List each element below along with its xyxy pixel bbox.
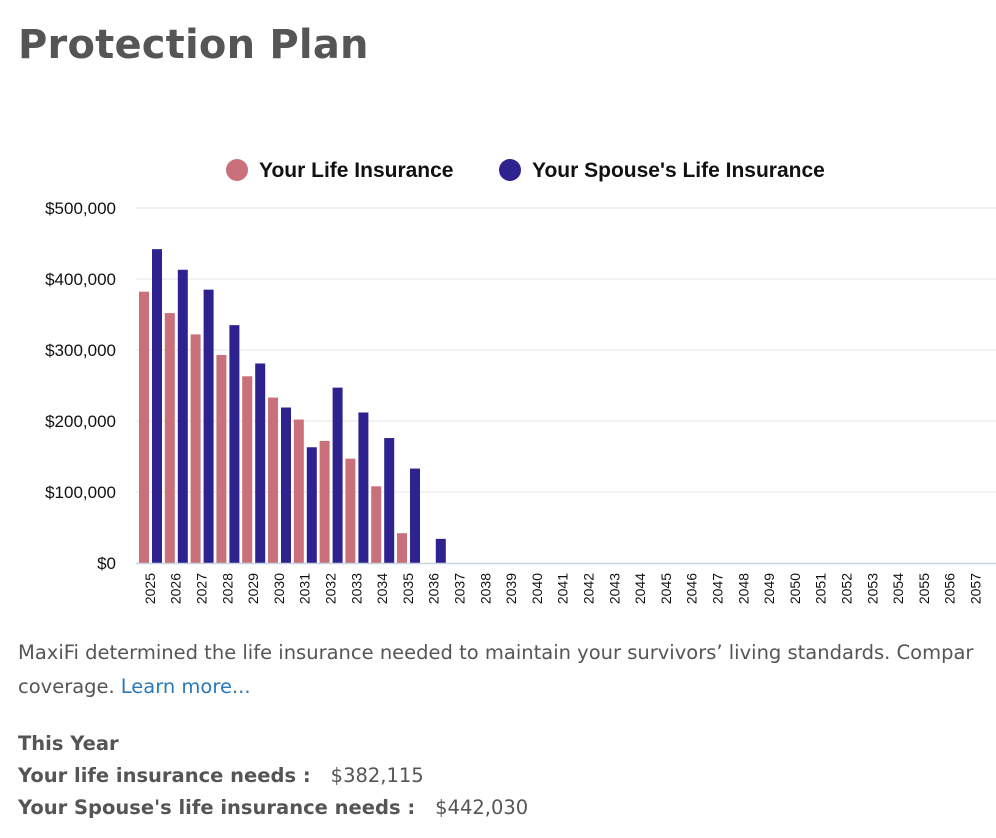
x-tick-label: 2056 [942, 573, 958, 604]
x-tick-label: 2028 [219, 573, 235, 604]
bar-spouse-2031 [306, 447, 317, 563]
learn-more-link[interactable]: Learn more... [120, 675, 251, 698]
bar-you-2029 [242, 376, 253, 563]
y-tick-label: $200,000 [45, 412, 116, 431]
description-line-2: coverage. [18, 675, 115, 698]
bar-spouse-2029 [255, 363, 266, 563]
chart-canvas: $0 $100,000 $200,000 $300,000 $400,000 $500,0… [45, 159, 996, 604]
bar-spouse-2036 [435, 538, 446, 563]
spouse-needs-value: $442,030 [435, 796, 529, 819]
bar-spouse-2026 [177, 269, 188, 563]
legend-marker [226, 159, 248, 181]
bar-you-2035 [397, 533, 407, 563]
y-tick-label: $500,000 [45, 199, 116, 218]
bar-you-2033 [345, 458, 356, 563]
bar-you-2034 [371, 486, 382, 563]
life-insurance-chart: $0 $100,000 $200,000 $300,000 $400,000 $500,0… [0, 140, 996, 620]
bar-you-2025 [139, 291, 149, 563]
x-tick-label: 2027 [194, 573, 210, 604]
x-tick-label: 2049 [761, 573, 777, 604]
bar-you-2031 [293, 419, 304, 563]
x-tick-label: 2037 [452, 573, 468, 604]
x-tick-label: 2030 [271, 573, 287, 604]
x-tick-label: 2034 [374, 573, 390, 604]
x-tick-label: 2052 [839, 573, 855, 604]
this-year-summary: This Year Your life insurance needs : $38… [18, 728, 528, 824]
your-needs-label: Your life insurance needs : [18, 764, 311, 787]
x-tick-label: 2031 [297, 573, 313, 604]
x-tick-label: 2032 [323, 573, 339, 604]
x-tick-label: 2055 [916, 573, 932, 604]
bar-you-2026 [164, 313, 175, 563]
x-tick-label: 2053 [864, 573, 880, 604]
y-tick-label: $0 [97, 554, 116, 573]
x-tick-label: 2041 [555, 573, 571, 604]
description-line-1: MaxiFi determined the life insurance nee… [18, 641, 974, 664]
bar-spouse-2027 [203, 289, 214, 563]
bar-you-2030 [268, 397, 278, 563]
x-tick-label: 2040 [529, 573, 545, 604]
bar-spouse-2030 [281, 407, 291, 563]
y-tick-label: $300,000 [45, 341, 116, 360]
x-tick-label: 2046 [684, 573, 700, 604]
x-tick-label: 2035 [400, 573, 416, 604]
x-tick-label: 2038 [477, 573, 493, 604]
legend-label: Your Life Insurance [259, 159, 454, 182]
x-tick-label: 2054 [890, 573, 906, 604]
your-needs-value: $382,115 [330, 764, 424, 787]
bar-you-2028 [216, 354, 227, 563]
y-tick-label: $100,000 [45, 483, 116, 502]
bar-spouse-2035 [410, 468, 420, 563]
x-tick-label: 2042 [581, 573, 597, 604]
description: MaxiFi determined the life insurance nee… [18, 636, 996, 704]
x-tick-label: 2044 [632, 573, 648, 604]
legend-label: Your Spouse's Life Insurance [532, 159, 825, 182]
bar-spouse-2032 [332, 387, 343, 563]
summary-heading: This Year [18, 732, 119, 755]
x-tick-label: 2047 [710, 573, 726, 604]
legend-item-spouse: Your Spouse's Life Insurance [499, 159, 825, 182]
x-tick-label: 2050 [787, 573, 803, 604]
page-title: Protection Plan [18, 22, 369, 68]
bar-spouse-2028 [229, 325, 240, 563]
y-tick-label: $400,000 [45, 270, 116, 289]
x-tick-label: 2045 [658, 573, 674, 604]
x-tick-label: 2036 [426, 573, 442, 604]
bar-you-2027 [190, 334, 201, 563]
x-tick-label: 2029 [245, 573, 261, 604]
x-tick-label: 2057 [968, 573, 984, 604]
x-tick-label: 2051 [813, 573, 829, 604]
bar-spouse-2033 [358, 412, 369, 563]
x-tick-label: 2048 [735, 573, 751, 604]
bar-you-2032 [319, 440, 330, 563]
x-tick-label: 2043 [606, 573, 622, 604]
x-tick-label: 2033 [348, 573, 364, 604]
bar-spouse-2034 [384, 438, 395, 563]
x-tick-label: 2026 [168, 573, 184, 604]
legend-marker [499, 159, 521, 181]
x-tick-label: 2039 [503, 573, 519, 604]
bar-spouse-2025 [152, 249, 162, 563]
x-tick-label: 2025 [142, 573, 158, 604]
legend-item-you: Your Life Insurance [226, 159, 454, 182]
spouse-needs-label: Your Spouse's life insurance needs : [18, 796, 416, 819]
